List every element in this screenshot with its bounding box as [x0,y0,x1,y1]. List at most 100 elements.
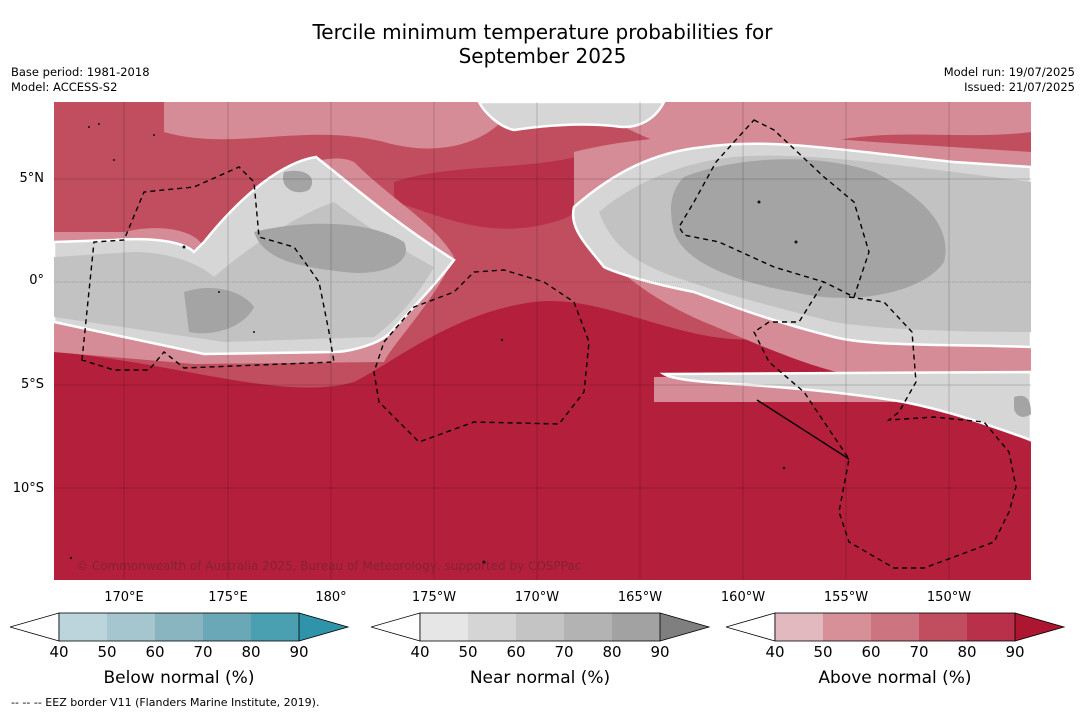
above-normal-low-region-1 [164,102,514,149]
cbar-below-tick-40: 40 [49,643,69,661]
lon-label-165w: 165°W [617,590,663,605]
near-normal-east-high [671,159,946,298]
near-normal-southeast-high [1014,395,1031,417]
island-marker [88,126,90,128]
cbar-above-title: Above normal (%) [818,668,972,688]
cbar-above-tick-60: 60 [861,643,881,661]
eez-border-east-upper [678,119,870,298]
island-marker [98,123,100,125]
cbar-below-arrow-low [10,612,60,642]
lat-label-0: 0° [29,273,44,288]
cbar-below-arrow-outline [298,612,350,642]
near-normal-north-patch [477,102,666,132]
lon-label-150w: 150°W [926,590,972,605]
cbar-below-segments [59,613,299,641]
cbar-above-segments [775,613,1015,641]
cbar-near-seg-80 [612,613,660,641]
cbar-below-tick-80: 80 [241,643,261,661]
island-marker [253,331,255,333]
cbar-near-tick-80: 80 [602,643,622,661]
cbar-near-tick-40: 40 [410,643,430,661]
colorbar-above-normal [726,612,1066,642]
cbar-below-tick-90: 90 [289,643,309,661]
cbar-near-tick-90: 90 [650,643,670,661]
cbar-below-tick-70: 70 [193,643,213,661]
meta-right: Model run: 19/07/2025 Issued: 21/07/2025 [944,65,1075,95]
island-marker [482,560,486,564]
colorbar-below-normal [10,612,350,642]
island-markers [69,123,798,564]
cbar-above-seg-50 [823,613,871,641]
map-title: Tercile minimum temperature probabilitie… [0,20,1085,68]
eez-footnote: -- -- -- EEZ border V11 (Flanders Marine… [11,696,320,709]
island-marker [69,556,73,560]
eez-border-solid-segment [756,399,850,460]
island-marker [153,134,155,136]
lon-label-180: 180° [315,590,347,605]
lon-label-170e: 170°E [104,590,144,605]
cbar-above-seg-70 [919,613,967,641]
cbar-below-frame [58,612,300,642]
cbar-near-seg-50 [468,613,516,641]
cbar-below-seg-80 [251,613,299,641]
island-marker [782,466,786,470]
cbar-near-tick-50: 50 [458,643,478,661]
near-normal-west-high-2 [254,223,406,273]
lon-label-170w: 170°W [514,590,560,605]
cbar-near-arrow-high [660,613,709,641]
cbar-below-arrow-high [299,613,348,641]
cbar-above-seg-60 [871,613,919,641]
island-marker [794,240,798,244]
cbar-near-seg-60 [516,613,564,641]
title-line-2: September 2025 [458,44,627,68]
cbar-above-tick-90: 90 [1005,643,1025,661]
cbar-near-tick-60: 60 [506,643,526,661]
above-normal-pocket [394,152,602,229]
cbar-above-frame [774,612,1016,642]
cbar-below-seg-40 [59,613,107,641]
cbar-near-seg-40 [420,613,468,641]
colorbar-near-normal [371,612,711,642]
island-marker [500,338,504,342]
cbar-above-tick-70: 70 [909,643,929,661]
lat-label-5n: 5°N [19,171,45,186]
cbar-above-tick-40: 40 [765,643,785,661]
model-run: Model run: 19/07/2025 [943,65,1075,79]
map-gridlines [54,102,1031,580]
near-normal-southeast-strip [659,370,1031,442]
island-marker [182,245,186,249]
cbar-above-seg-80 [967,613,1015,641]
cbar-above-arrow-outline [1014,612,1066,642]
meta-left: Base period: 1981-2018 Model: ACCESS-S2 [11,65,150,95]
cbar-near-arrow-low [371,612,421,642]
cbar-below-seg-50 [107,613,155,641]
probability-map [54,102,1031,580]
cbar-near-title: Near normal (%) [469,668,611,688]
eez-border-west [81,166,335,371]
lat-label-5s: 5°S [20,377,44,392]
cbar-below-seg-70 [203,613,251,641]
cbar-near-frame [419,612,661,642]
island-marker [113,159,115,161]
model-name: Model: ACCESS-S2 [11,80,118,94]
cbar-above-arrow-high [1015,613,1064,641]
cbar-below-seg-60 [155,613,203,641]
cbar-above-seg-40 [775,613,823,641]
island-marker [218,291,220,293]
cbar-above-tick-80: 80 [957,643,977,661]
cbar-near-seg-70 [564,613,612,641]
lon-label-155w: 155°W [823,590,869,605]
cbar-near-segments [420,613,660,641]
cbar-below-title: Below normal (%) [103,668,255,688]
cbar-below-tick-60: 60 [145,643,165,661]
issued-date: Issued: 21/07/2025 [964,80,1075,94]
cbar-near-arrow-outline [659,612,711,642]
cbar-below-tick-50: 50 [97,643,117,661]
base-period: Base period: 1981-2018 [11,65,150,79]
near-normal-west-high-1 [184,287,254,334]
lon-label-160w: 160°W [720,590,766,605]
copyright-credit: © Commonwealth of Australia 2025, Bureau… [76,559,582,573]
eez-border-east-lower [753,281,1017,569]
lat-label-10s: 10°S [12,481,44,496]
near-normal-west-high-3 [283,170,313,193]
